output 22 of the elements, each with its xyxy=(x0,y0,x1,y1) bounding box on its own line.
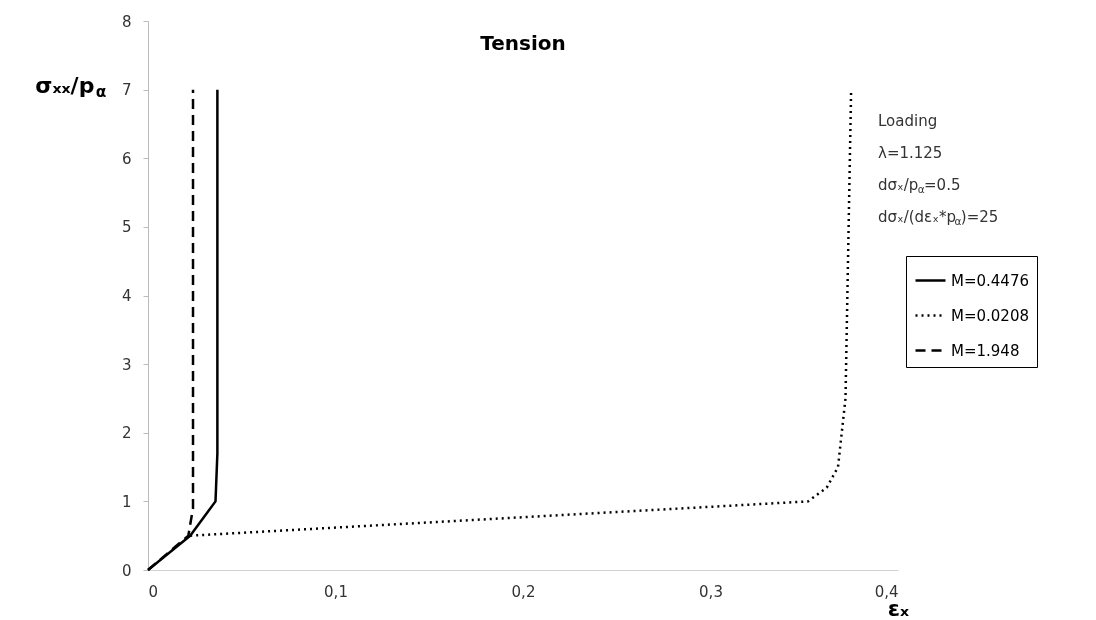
y-tick-label: 3 xyxy=(121,355,132,374)
annotation: dσₓ/pα=0.5 xyxy=(878,176,961,195)
x-tick-label: 0,3 xyxy=(699,582,723,601)
annotation: λ=1.125 xyxy=(878,144,943,162)
x-tick-label: 0,4 xyxy=(874,582,899,601)
y-tick-label: 6 xyxy=(121,149,132,168)
y-tick-label: 4 xyxy=(121,287,132,305)
legend-label: M=0.0208 xyxy=(951,306,1029,325)
annotation: dσₓ/(dεₓ*pα)=25 xyxy=(878,208,999,227)
x-tick-label: 0,2 xyxy=(511,582,536,601)
y-tick-label: 0 xyxy=(121,561,132,580)
y-tick-label: 5 xyxy=(121,218,132,237)
text: Tension xyxy=(480,31,566,55)
x-tick-label: 0,1 xyxy=(324,582,348,601)
x-tick-label: 0 xyxy=(148,582,159,601)
legend-label: M=1.948 xyxy=(951,341,1020,360)
legend-label: M=0.4476 xyxy=(951,271,1029,290)
y-tick-label: 8 xyxy=(121,12,132,31)
annotation: Loading xyxy=(878,112,938,130)
y-tick-label: 1 xyxy=(121,492,132,511)
y-tick-label: 7 xyxy=(121,81,132,100)
y-tick-label: 2 xyxy=(121,424,132,443)
